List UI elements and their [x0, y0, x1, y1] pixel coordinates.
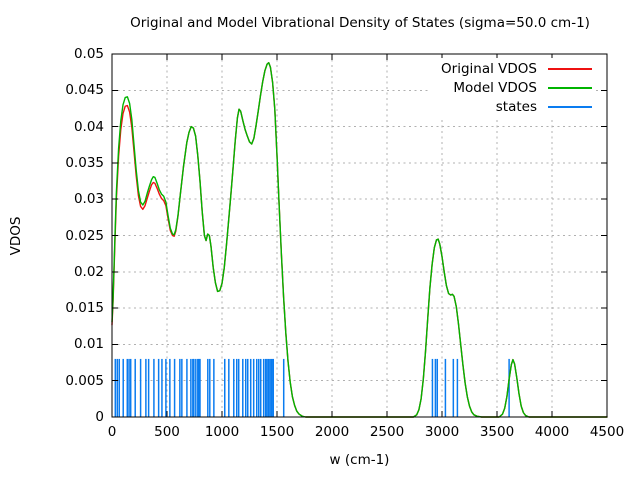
- x-tick-label: 4500: [589, 424, 625, 440]
- x-tick-label: 4000: [534, 424, 570, 440]
- x-tick-label: 1500: [259, 424, 295, 440]
- y-tick-label: 0.015: [65, 300, 104, 317]
- legend-label-states: states: [495, 98, 537, 115]
- y-tick-label: 0.01: [73, 336, 104, 353]
- y-tick-label: 0.02: [73, 263, 104, 280]
- x-tick-label: 0: [107, 424, 117, 440]
- y-tick-label: 0.035: [65, 154, 104, 171]
- x-tick-label: 500: [154, 424, 180, 440]
- legend-entry-original-vdos: Original VDOS: [441, 59, 592, 78]
- legend-entry-states: states: [441, 97, 592, 116]
- x-tick-label: 3500: [479, 424, 515, 440]
- x-tick-label: 2000: [314, 424, 350, 440]
- x-axis-label: w (cm-1): [329, 452, 390, 468]
- legend-line-states-icon: [548, 105, 592, 108]
- y-tick-label: 0.025: [65, 227, 104, 244]
- legend-entry-model-vdos: Model VDOS: [441, 78, 592, 97]
- legend-line-original-vdos-icon: [548, 67, 592, 70]
- y-tick-label: 0.045: [65, 82, 104, 99]
- legend-label-original-vdos: Original VDOS: [441, 60, 537, 77]
- y-tick-label: 0.03: [73, 191, 104, 208]
- x-tick-label: 3000: [424, 424, 460, 440]
- legend: Original VDOS Model VDOS states: [431, 58, 596, 117]
- y-tick-label: 0.04: [73, 118, 104, 135]
- y-tick-label: 0.005: [65, 372, 104, 389]
- y-tick-label: 0: [95, 409, 104, 425]
- legend-line-model-vdos-icon: [548, 86, 592, 89]
- x-tick-label: 2500: [369, 424, 405, 440]
- legend-label-model-vdos: Model VDOS: [453, 79, 537, 96]
- chart-title: Original and Model Vibrational Density o…: [130, 15, 590, 31]
- y-tick-label: 0.05: [73, 46, 104, 62]
- x-tick-label: 1000: [204, 424, 240, 440]
